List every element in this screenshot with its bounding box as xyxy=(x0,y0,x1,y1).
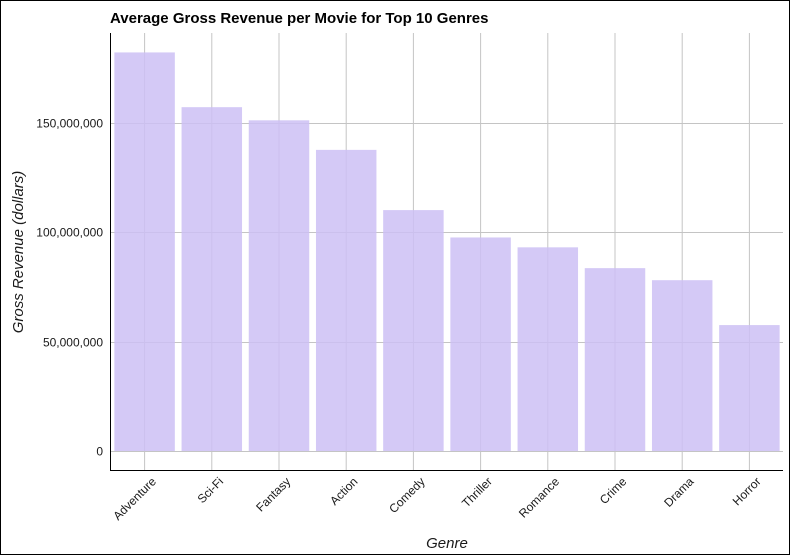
bar-fantasy xyxy=(248,120,310,451)
x-tick-label: Adventure xyxy=(110,474,159,523)
x-tick-label: Action xyxy=(327,474,360,507)
bar-horror xyxy=(719,325,780,451)
bar-comedy xyxy=(383,210,444,451)
axes xyxy=(110,33,783,471)
y-tick-label: 50,000,000 xyxy=(43,336,103,350)
bar-thriller xyxy=(450,237,511,451)
x-tick-label: Romance xyxy=(516,474,562,520)
x-tick-label: Thriller xyxy=(459,474,495,510)
bar-drama xyxy=(651,280,713,451)
y-tick-label: 0 xyxy=(96,445,103,459)
y-axis-title: Gross Revenue (dollars) xyxy=(10,171,27,334)
y-tick-label: 150,000,000 xyxy=(36,117,103,131)
x-tick-label: Sci-Fi xyxy=(195,474,227,506)
bar-romance xyxy=(517,247,579,451)
bar-crime xyxy=(584,268,646,451)
chart-title: Average Gross Revenue per Movie for Top … xyxy=(110,10,488,27)
x-tick-label: Comedy xyxy=(386,474,427,515)
bar-adventure xyxy=(114,52,175,452)
y-tick-labels: 0 50,000,000 100,000,000 150,000,000 xyxy=(36,117,103,459)
bars xyxy=(114,52,780,452)
y-tick-label: 100,000,000 xyxy=(36,226,103,240)
x-axis-title: Genre xyxy=(426,535,468,552)
bar-sci-fi xyxy=(181,107,243,452)
x-tick-label: Fantasy xyxy=(253,474,293,514)
x-tick-labels: Adventure Sci-Fi Fantasy Action Comedy Thrill… xyxy=(110,474,763,523)
x-tick-label: Horror xyxy=(730,474,764,508)
bar-action xyxy=(315,149,377,451)
x-tick-label: Crime xyxy=(597,474,630,507)
x-tick-label: Drama xyxy=(661,474,697,510)
